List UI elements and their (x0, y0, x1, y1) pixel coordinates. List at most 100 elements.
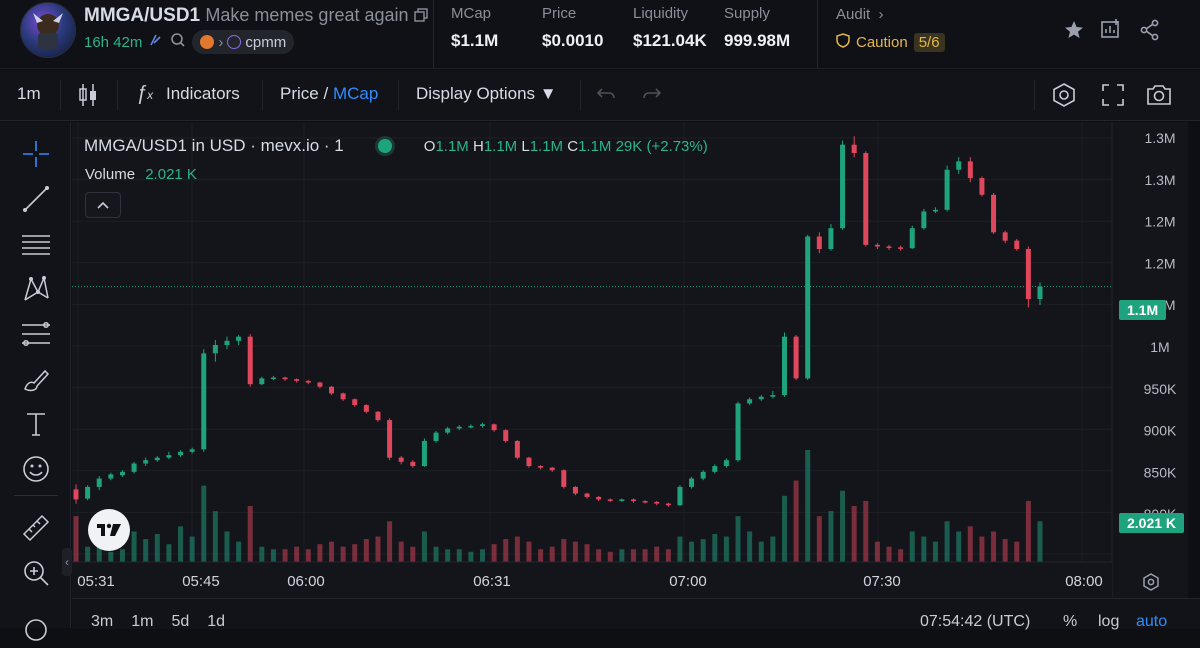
copy-icon[interactable] (414, 6, 428, 28)
volume-bar (549, 546, 555, 562)
toolbar-divider (1034, 80, 1035, 110)
candle-body (1014, 240, 1020, 250)
emoji-icon[interactable] (18, 451, 54, 487)
trend-line-icon[interactable] (18, 181, 54, 217)
price-tick-label: 1.2M (1144, 255, 1175, 271)
brush-icon[interactable] (18, 362, 54, 398)
candle-body (781, 336, 787, 396)
indicators-button[interactable]: Indicators (166, 84, 240, 103)
dex-pill[interactable]: › cpmm (192, 30, 295, 54)
candle-body (398, 457, 404, 462)
collapse-sidebar-button[interactable]: ‹ (62, 548, 72, 576)
settings-hex-icon[interactable] (1051, 82, 1077, 113)
candle-body (491, 424, 497, 431)
horizontal-lines-icon[interactable] (18, 226, 54, 262)
legend-l-label: L (521, 137, 530, 155)
candle-type-icon[interactable] (77, 82, 99, 113)
stat-label: Liquidity (633, 5, 689, 22)
undo-icon[interactable] (596, 86, 616, 107)
volume-bar (526, 541, 532, 562)
camera-icon[interactable] (1145, 83, 1173, 112)
volume-bar (584, 544, 590, 562)
volume-bar (119, 549, 125, 562)
volume-bar (642, 549, 648, 562)
volume-bar (572, 541, 578, 562)
candle-body (689, 478, 695, 487)
candle-body (329, 386, 335, 394)
range-3m[interactable]: 3m (91, 613, 114, 630)
star-icon[interactable] (1063, 19, 1085, 46)
redo-icon[interactable] (642, 86, 662, 107)
toolbar-divider (117, 80, 118, 110)
text-tool-icon[interactable] (18, 406, 54, 442)
volume-bar (607, 551, 613, 562)
stat-value: 999.98M (724, 31, 791, 50)
candle-body (874, 244, 880, 247)
stat-label: Price (542, 5, 577, 22)
axis-settings-icon[interactable] (1141, 572, 1161, 597)
candle-body (421, 440, 427, 467)
fullscreen-icon[interactable] (1101, 83, 1125, 112)
volume-bar (793, 480, 799, 562)
volume-bar (73, 516, 79, 562)
crosshair-icon[interactable] (18, 136, 54, 172)
volume-bar (236, 541, 242, 562)
range-1d[interactable]: 1d (207, 613, 226, 630)
candle-body (1037, 286, 1043, 300)
visibility-dot-icon[interactable] (377, 139, 392, 153)
search-icon[interactable] (170, 32, 186, 52)
range-1m[interactable]: 1m (131, 613, 154, 630)
range-5d[interactable]: 5d (171, 613, 190, 630)
volume-bar (143, 539, 149, 562)
candlestick-chart[interactable]: 1.3M1.3M1.2M1.2M1.1M1M950K900K850K800K 0… (72, 122, 1188, 598)
log-toggle[interactable]: log (1098, 613, 1120, 630)
tradingview-logo[interactable] (88, 509, 130, 551)
pattern-tool-icon[interactable] (18, 271, 54, 307)
audit-status[interactable]: Caution 5/6 (836, 33, 945, 52)
candle-body (561, 470, 567, 487)
volume-bar (712, 534, 718, 562)
token-pair: MMGA/USD1 (84, 5, 201, 26)
legend-open: 1.1M (435, 137, 469, 155)
price-toggle-label[interactable]: Price (280, 84, 319, 103)
stat-value: $1.1M (451, 31, 499, 50)
fx-icon[interactable]: ƒx (136, 82, 154, 104)
candle-body (538, 466, 544, 468)
candle-body (828, 228, 834, 250)
fib-retracement-icon[interactable] (18, 316, 54, 352)
ruler-icon[interactable] (18, 510, 54, 546)
utc-clock[interactable]: 07:54:42 (UTC) (920, 613, 1031, 630)
time-tick-label: 05:31 (77, 573, 115, 590)
interval-button[interactable]: 1m (17, 84, 41, 103)
share-icon[interactable] (1139, 19, 1161, 46)
magnet-icon[interactable] (18, 612, 54, 648)
volume-bar (270, 549, 276, 562)
token-avatar (20, 2, 76, 58)
shield-icon (836, 33, 850, 52)
mcap-toggle-label[interactable]: MCap (332, 84, 379, 103)
collapse-legend-button[interactable] (85, 192, 121, 218)
toolbar-divider (580, 80, 581, 110)
price-mcap-toggle[interactable]: Price / MCap (280, 84, 378, 104)
price-tick-label: 1.2M (1144, 214, 1175, 230)
audit-link[interactable]: Audit › (836, 6, 884, 23)
display-options-button[interactable]: Display Options ▼ (416, 84, 557, 103)
compare-chart-icon[interactable] (1099, 18, 1123, 45)
toolbar-divider (262, 80, 263, 110)
volume-bar (538, 549, 544, 562)
percent-toggle[interactable]: % (1063, 613, 1078, 630)
candle-body (108, 474, 114, 479)
toolbar-divider (398, 80, 399, 110)
stat-liquidity: Liquidity $121.04K (633, 5, 707, 51)
price-tick-label: 1.3M (1144, 130, 1175, 146)
chart-panel[interactable]: 1.3M1.3M1.2M1.2M1.1M1M950K900K850K800K 0… (72, 122, 1188, 598)
price-tick-label: 1M (1150, 339, 1169, 355)
auto-toggle[interactable]: auto (1136, 613, 1168, 630)
time-axis-bg (72, 562, 1112, 598)
candle-body (410, 461, 416, 467)
volume-bar (758, 541, 764, 562)
candle-body (503, 430, 509, 441)
zoom-in-icon[interactable] (18, 555, 54, 591)
volume-bar (851, 506, 857, 562)
legend-change: 29K (+2.73%) (615, 137, 708, 155)
